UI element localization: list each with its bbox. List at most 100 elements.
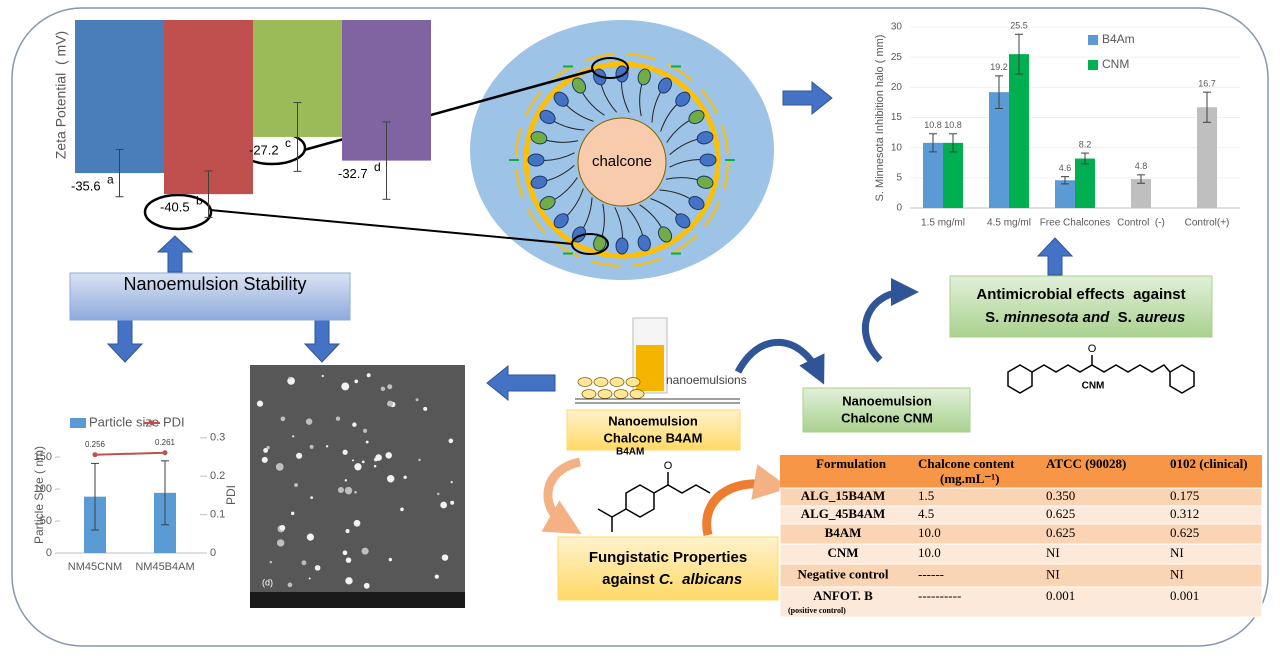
frame	[11, 7, 1269, 647]
x-tick-label: NM45B4AM	[135, 561, 194, 573]
particle-dot	[325, 445, 329, 448]
micrograph-bar	[250, 592, 465, 608]
legend-swatch	[149, 420, 155, 426]
curved-arrow	[541, 457, 582, 535]
mic-table: Formulation Chalcone content(mg.mL⁻¹) ATCC…	[779, 455, 1263, 618]
value-label: -32.7	[338, 166, 368, 181]
y-axis-label: Particle Size ( nm)	[32, 446, 46, 544]
antimicrobial-box	[949, 275, 1213, 338]
y-tick-label: 0	[46, 547, 52, 559]
fungistatic-label: against C. albicans	[581, 571, 754, 588]
table-cell: B4AM	[825, 525, 862, 540]
particle-dot	[361, 460, 365, 464]
ring	[625, 484, 655, 518]
value-label: 4.8	[1135, 161, 1148, 171]
particle-dot	[352, 422, 357, 427]
label-part: S.	[1118, 309, 1136, 326]
particle-dot	[344, 486, 353, 495]
callout	[143, 193, 213, 231]
value-label: 10.8	[924, 120, 942, 130]
droplet	[625, 377, 641, 387]
particle-dot	[345, 577, 353, 585]
cnm-label: Nanoemulsion	[842, 393, 932, 408]
particle-dot	[279, 525, 286, 531]
droplet	[577, 377, 593, 387]
y-tick-label: 5	[896, 172, 902, 183]
head	[593, 234, 607, 252]
particle-dot	[292, 435, 295, 438]
head	[615, 237, 629, 255]
bar	[943, 142, 963, 208]
droplet	[613, 389, 629, 399]
fungistatic-label: Fungistatic Properties	[589, 549, 747, 566]
table-cell: Negative control	[797, 566, 888, 581]
head	[553, 213, 569, 229]
head	[696, 175, 714, 189]
particle-dot	[448, 438, 454, 444]
table-cell: NI	[1170, 566, 1184, 581]
table-cell: 0.625	[1046, 506, 1075, 521]
particle-dot	[309, 444, 314, 449]
y2-tick-label: 0.1	[210, 509, 225, 521]
callout	[591, 57, 629, 79]
arrow	[106, 319, 144, 363]
significance-letter: a	[107, 172, 114, 186]
particle-dot	[361, 547, 369, 555]
table-cell: NI	[1046, 545, 1060, 560]
value-label: 10.8	[944, 120, 962, 130]
value-label: 0.261	[155, 438, 176, 447]
head	[675, 213, 691, 229]
bond	[611, 508, 627, 532]
x-tick-label: Free Chalcones	[1040, 218, 1111, 229]
vial-liquid	[636, 345, 664, 391]
particle-dot	[387, 400, 394, 407]
significance-letter: c	[285, 136, 291, 150]
bar	[75, 20, 164, 174]
bar	[1075, 158, 1095, 208]
particle-dot	[266, 445, 270, 450]
value-label: -35.6	[71, 179, 101, 194]
particle-dot	[365, 440, 369, 444]
x-tick-label: Control (-)	[1117, 218, 1165, 229]
head	[637, 68, 651, 86]
particle-dot	[269, 560, 273, 564]
table-header-bg	[780, 455, 1262, 488]
value-label: -40.5	[160, 200, 190, 215]
table-cell: 0.350	[1046, 488, 1075, 503]
particle-dot	[314, 565, 321, 571]
head	[539, 109, 556, 125]
b4am-label: Nanoemulsion	[608, 413, 698, 428]
head	[615, 65, 629, 83]
table-cell: ANFOT. B	[813, 588, 873, 603]
y-tick-label: 0	[896, 203, 902, 214]
table-cell: 0.625	[1046, 525, 1075, 540]
y-axis-label: Zeta Potential ( mV)	[53, 31, 69, 159]
table-cell: 10.0	[918, 545, 941, 560]
particle-dot	[354, 379, 359, 384]
particle-dot	[321, 374, 324, 378]
arrow	[782, 80, 833, 116]
table-cell: 4.5	[918, 506, 934, 521]
particle-dot	[308, 577, 311, 580]
label-part: C. albicans	[659, 571, 742, 588]
y-tick-label: 50	[40, 515, 52, 527]
particle-dot	[341, 382, 350, 391]
head	[699, 153, 717, 167]
curved-arrow	[734, 338, 825, 385]
molecule-label: CNM	[1082, 381, 1105, 392]
value-label: 4.6	[1059, 163, 1072, 173]
arrow	[1036, 237, 1074, 276]
b4am-label: Chalcone B4AM	[604, 430, 703, 445]
particle-dot	[288, 376, 291, 380]
curved-arrow	[861, 278, 919, 363]
nanoparticle	[509, 53, 735, 267]
table-cell: 0.001	[1170, 588, 1199, 603]
particle-dot	[375, 454, 382, 461]
bond	[1031, 364, 1171, 373]
label-part: aureus	[1136, 309, 1185, 326]
fungistatic-box	[557, 536, 779, 601]
particle-dot	[306, 533, 314, 541]
table-cell: NI	[1046, 566, 1060, 581]
particle-dot	[263, 448, 269, 453]
table-header: Formulation	[816, 456, 887, 471]
